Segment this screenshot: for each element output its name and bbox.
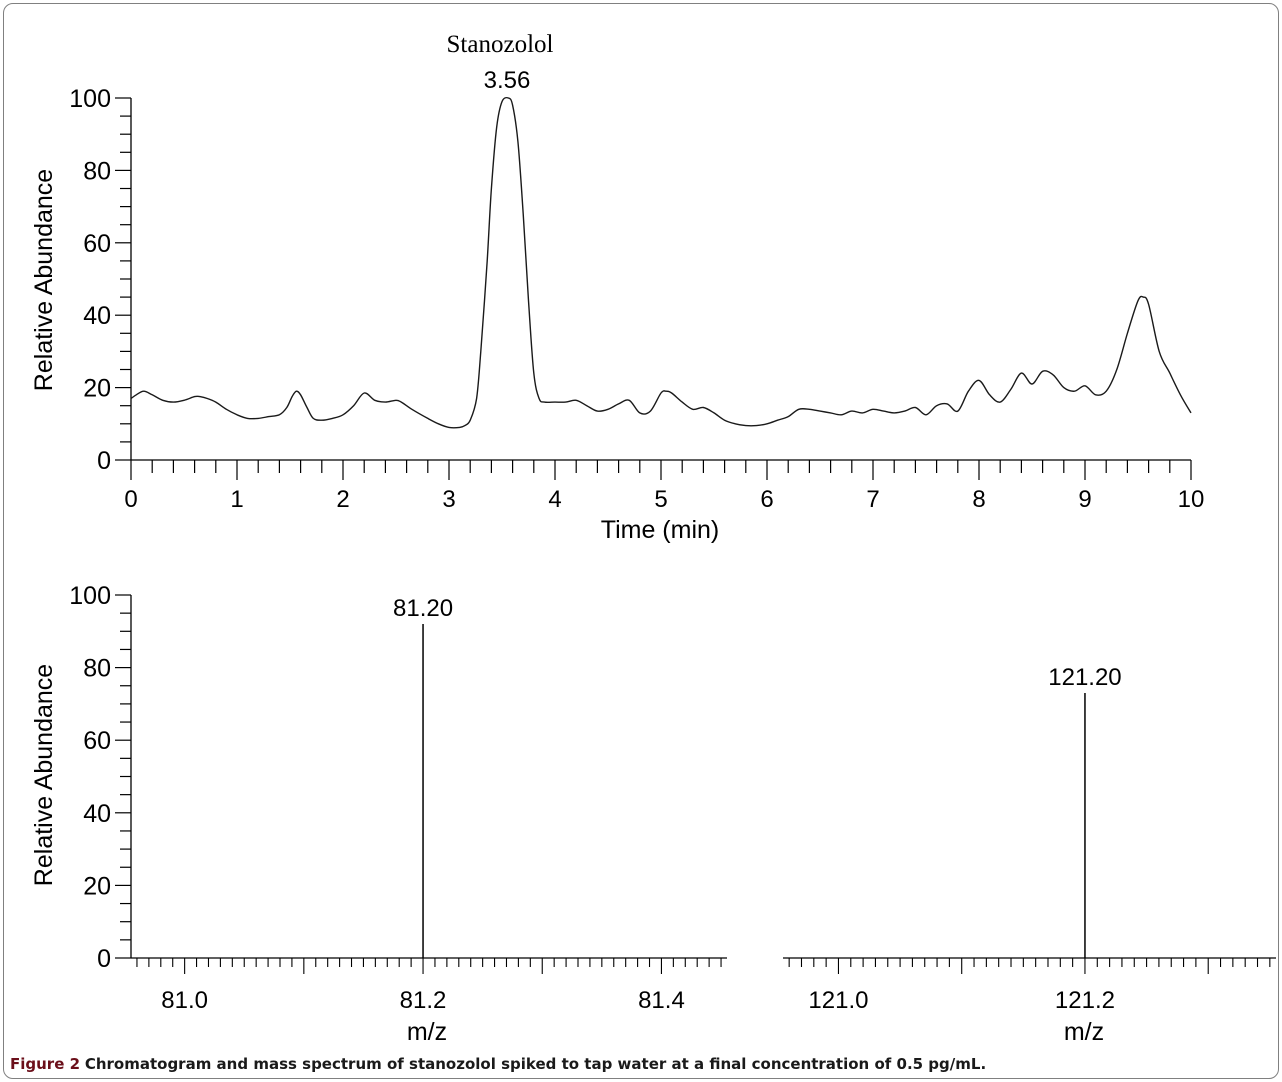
chromatogram-x-tick-label: 5: [654, 486, 667, 513]
mass-spectrum-y-tick-label: 60: [83, 727, 111, 755]
mass-spectrum-x-axis-label-left: m/z: [407, 1018, 447, 1046]
mass-spectrum-x-axis-label-right: m/z: [1064, 1018, 1104, 1046]
mass-spectrum-x-tick-label: 81.4: [638, 987, 685, 1014]
chromatogram-chart: Relative Abundance Time (min) Stanozolol…: [30, 31, 1204, 544]
mass-spectrum-y-tick-label: 80: [83, 655, 111, 683]
chromatogram-x-tick-label: 6: [760, 486, 773, 513]
mass-spectrum-x-tick-label: 121.2: [1055, 987, 1115, 1014]
chromatogram-y-tick-label: 40: [83, 302, 111, 330]
chromatogram-x-tick-label: 3: [442, 486, 455, 513]
chromatogram-x-tick-label: 10: [1178, 486, 1205, 513]
chromatogram-x-tick-label: 0: [124, 486, 137, 513]
mass-spectrum-x-tick-label: 81.0: [161, 987, 208, 1014]
mass-spectrum-peak-label: 81.20: [393, 595, 453, 622]
chromatogram-y-tick-label: 60: [83, 230, 111, 258]
figure-svg: Relative Abundance Time (min) Stanozolol…: [30, 31, 1276, 1046]
mass-spectrum-x-tick-label: 81.2: [400, 987, 447, 1014]
figure-caption: Figure 2 Chromatogram and mass spectrum …: [10, 1055, 1272, 1073]
chromatogram-x-tick-label: 1: [230, 486, 243, 513]
mass-spectrum-peak-label: 121.20: [1048, 664, 1121, 691]
chromatogram-y-tick-label: 0: [97, 447, 111, 475]
chromatogram-x-tick-label: 8: [972, 486, 985, 513]
mass-spectrum-y-tick-label: 0: [97, 945, 111, 973]
chromatogram-x-axis-label: Time (min): [601, 516, 720, 544]
chromatogram-x-tick-label: 4: [548, 486, 561, 513]
chromatogram-y-axis-label: Relative Abundance: [30, 169, 58, 391]
chromatogram-x-tick-label: 7: [866, 486, 879, 513]
chromatogram-y-tick-label: 100: [69, 85, 111, 113]
mass-spectrum-x-tick-label: 121.0: [808, 987, 868, 1014]
figure-frame: [3, 3, 1279, 1079]
caption-label: Figure 2: [10, 1055, 81, 1073]
mass-spectrum-y-tick-label: 100: [69, 582, 111, 610]
chromatogram-trace: [130, 96, 1192, 429]
mass-spectrum-y-tick-label: 20: [83, 872, 111, 900]
peak-time-label: 3.56: [484, 67, 531, 94]
chromatogram-x-tick-label: 2: [336, 486, 349, 513]
chromatogram-y-tick-label: 80: [83, 157, 111, 185]
chromatogram-x-tick-label: 9: [1078, 486, 1091, 513]
peak-compound-label: Stanozolol: [447, 31, 554, 58]
mass-spectrum-y-tick-label: 40: [83, 800, 111, 828]
chromatogram-y-tick-label: 20: [83, 375, 111, 403]
mass-spectrum-chart: Relative Abundance m/z m/z 0 20 40 60 80 100 8…: [30, 582, 1276, 1046]
caption-text: Chromatogram and mass spectrum of stanoz…: [84, 1055, 987, 1073]
mass-spectrum-y-axis-label: Relative Abundance: [30, 664, 58, 886]
